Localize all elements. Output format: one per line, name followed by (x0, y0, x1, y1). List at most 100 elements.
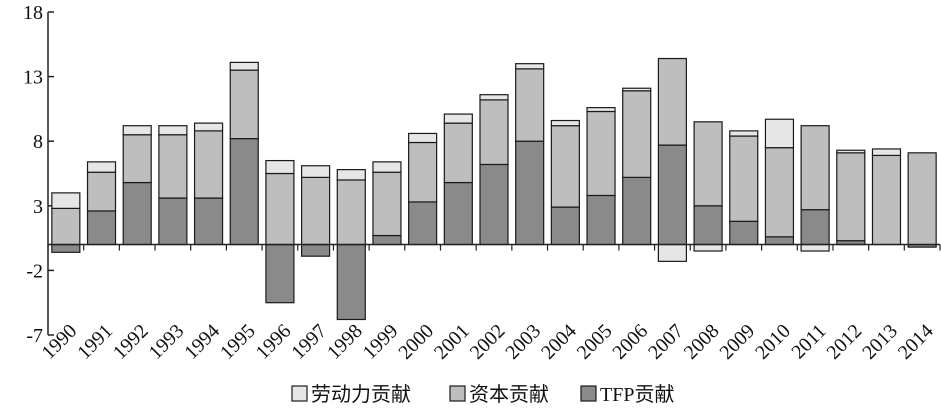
bar-segment-1993-s1 (158, 134, 188, 199)
bar-segment-2003-s1 (515, 68, 545, 142)
bar-segment-2012-s2 (836, 149, 866, 154)
bar-segment-2005-s1 (586, 110, 616, 197)
bar-segment-2013-s1 (871, 154, 902, 246)
bar-segment-2006-s2 (622, 87, 652, 92)
legend: 劳动力贡献 资本贡献 TFP贡献 (291, 383, 674, 406)
bar-segment-2005-s0 (586, 194, 616, 246)
x-tick-label: 2011 (787, 320, 830, 363)
bar-segment-1992-s2 (122, 125, 152, 136)
bar-segment-1993-s0 (158, 197, 188, 246)
bar-segment-2006-s1 (622, 90, 652, 178)
bar-segment-1994-s2 (193, 122, 224, 132)
bar-segment-2009-s1 (729, 135, 759, 222)
y-tick-label: 18 (23, 2, 43, 24)
bar-segment-1998-s2 (336, 169, 366, 181)
bar-segment-1993-s2 (158, 125, 188, 136)
legend-label: TFP贡献 (600, 383, 674, 406)
y-tick-label: 3 (33, 196, 43, 218)
x-tick-label: 1997 (287, 320, 331, 364)
x-tick-label: 2003 (501, 320, 545, 364)
bar-segment-2002-s0 (479, 163, 509, 246)
bar-segment-2011-s1 (800, 125, 830, 211)
x-tick-label: 1994 (180, 320, 224, 364)
bar-segment-1990-s2 (51, 192, 81, 209)
bar-segment-2003-s2 (515, 63, 545, 70)
x-tick-label: 2009 (715, 320, 759, 364)
x-tick-label: 1991 (73, 320, 117, 364)
x-tick-label: 2006 (608, 320, 652, 364)
bar-segment-2011-s2 (800, 243, 830, 252)
legend-label: 资本贡献 (469, 383, 549, 406)
x-tick-label: 2010 (751, 320, 795, 364)
bar-segment-2007-s1 (657, 57, 688, 146)
bar-segment-2014-s1 (907, 152, 937, 246)
bar-segment-1999-s2 (372, 161, 402, 173)
bar-segment-1990-s0 (51, 243, 81, 253)
x-tick-label: 1999 (359, 320, 403, 364)
bar-segment-1999-s1 (372, 171, 402, 237)
bar-segment-2013-s2 (871, 148, 902, 157)
bar-segment-2001-s0 (443, 181, 473, 246)
bar-segment-2010-s0 (764, 236, 795, 246)
legend-swatch (291, 385, 308, 402)
bar-segment-1998-s0 (336, 243, 366, 321)
y-tick-label: 13 (23, 67, 43, 89)
bar-segment-1996-s1 (265, 172, 295, 246)
y-tick-label: -7 (26, 325, 43, 347)
bar-segment-2001-s1 (443, 122, 473, 184)
bar-segment-2008-s2 (693, 243, 723, 252)
bar-segment-1995-s0 (229, 138, 259, 246)
bars (51, 57, 937, 321)
x-tick-label: 2000 (394, 320, 438, 364)
bar-segment-2002-s2 (479, 94, 509, 101)
bar-segment-2012-s1 (836, 152, 866, 242)
bar-segment-1997-s2 (301, 165, 331, 178)
bar-segment-2010-s1 (764, 147, 795, 238)
x-tick-label: 2002 (466, 320, 510, 364)
bar-segment-2009-s2 (729, 130, 759, 137)
y-tick-label: 8 (33, 131, 43, 153)
bar-segment-2009-s0 (729, 220, 759, 246)
bar-segment-2007-s0 (657, 144, 688, 246)
bar-segment-1994-s1 (193, 130, 224, 199)
bar-segment-1996-s0 (265, 243, 295, 304)
bar-segment-2011-s0 (800, 209, 830, 246)
bar-segment-1997-s1 (301, 176, 331, 246)
bar-segment-2008-s1 (693, 121, 723, 207)
bar-segment-2000-s2 (408, 132, 438, 144)
bar-segment-1994-s0 (193, 197, 224, 246)
legend-label: 劳动力贡献 (311, 383, 411, 406)
bar-segment-1992-s1 (122, 134, 152, 184)
bar-segment-2002-s1 (479, 99, 509, 166)
x-tick-label: 1998 (323, 320, 367, 364)
y-axis: 18 13 8 3 -2 -7 (23, 2, 54, 347)
bar-segment-2004-s2 (550, 119, 580, 127)
bar-segment-2004-s0 (550, 206, 580, 246)
x-tick-label: 2004 (537, 320, 581, 364)
bar-segment-2001-s2 (443, 113, 473, 124)
bar-segment-1998-s1 (336, 179, 366, 246)
x-tick-label: 2014 (894, 320, 938, 364)
x-tick-label: 1993 (145, 320, 189, 364)
bar-segment-1995-s1 (229, 69, 259, 140)
bar-segment-2010-s2 (764, 118, 795, 149)
x-tick-label: 2012 (822, 320, 866, 364)
legend-swatch (449, 385, 466, 402)
bar-segment-2000-s1 (408, 141, 438, 203)
x-tick-label: 1992 (109, 320, 153, 364)
bar-segment-1997-s0 (301, 243, 331, 257)
bar-segment-1999-s0 (372, 234, 402, 246)
x-tick-label: 1990 (38, 320, 82, 364)
legend-swatch (580, 385, 597, 402)
bar-segment-2008-s0 (693, 205, 723, 246)
bar-segment-1995-s2 (229, 61, 259, 71)
x-tick-label: 2005 (573, 320, 617, 364)
bar-segment-2004-s1 (550, 125, 580, 208)
bar-segment-1992-s0 (122, 181, 152, 246)
x-axis: 1990199119921993199419951996199719981999… (38, 243, 941, 364)
bar-segment-1996-s2 (265, 159, 295, 175)
bar-segment-1990-s1 (51, 207, 81, 246)
bar-segment-1991-s1 (86, 171, 117, 212)
x-tick-label: 2007 (644, 320, 688, 364)
